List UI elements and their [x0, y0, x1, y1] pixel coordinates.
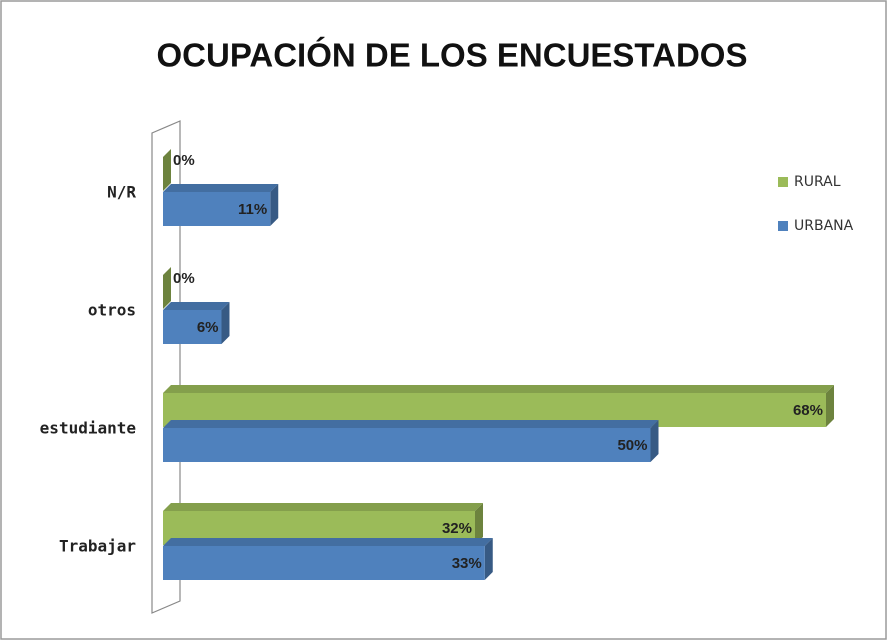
- data-label: 33%: [452, 555, 482, 572]
- bar-side: [475, 503, 483, 545]
- bar: [163, 192, 271, 226]
- data-label: 0%: [173, 152, 195, 169]
- bar-side: [270, 184, 279, 226]
- bar-side: [650, 420, 659, 462]
- legend-swatch: [778, 221, 788, 231]
- y-tick-label: estudiante: [40, 419, 136, 438]
- bar-top: [163, 302, 230, 310]
- data-label: 68%: [793, 402, 823, 419]
- bar-top: [163, 420, 659, 428]
- data-label: 0%: [173, 270, 195, 287]
- bar-side: [826, 385, 834, 427]
- data-label: 6%: [197, 319, 219, 336]
- data-label: 50%: [617, 437, 647, 454]
- wall: [151, 120, 181, 614]
- bar-side: [163, 267, 171, 309]
- bar-side: [163, 149, 171, 191]
- legend-label: RURAL: [794, 174, 841, 190]
- y-tick-label: otros: [88, 301, 136, 320]
- bar-side: [221, 302, 230, 344]
- y-tick-label: N/R: [107, 183, 136, 202]
- bar-side: [484, 538, 493, 580]
- data-label: 11%: [238, 201, 267, 218]
- bar: [163, 310, 222, 344]
- bar: [163, 546, 485, 580]
- bar-top: [163, 503, 483, 511]
- bar-top: [163, 184, 279, 192]
- legend-swatch: [778, 177, 788, 187]
- bar-top: [163, 538, 493, 546]
- y-tick-label: Trabajar: [59, 537, 136, 556]
- bar-top: [163, 385, 834, 393]
- legend-label: URBANA: [794, 218, 854, 234]
- bar: [163, 428, 651, 462]
- data-label: 32%: [442, 520, 472, 537]
- chart-title: OCUPACIÓN DE LOS ENCUESTADOS: [157, 37, 748, 74]
